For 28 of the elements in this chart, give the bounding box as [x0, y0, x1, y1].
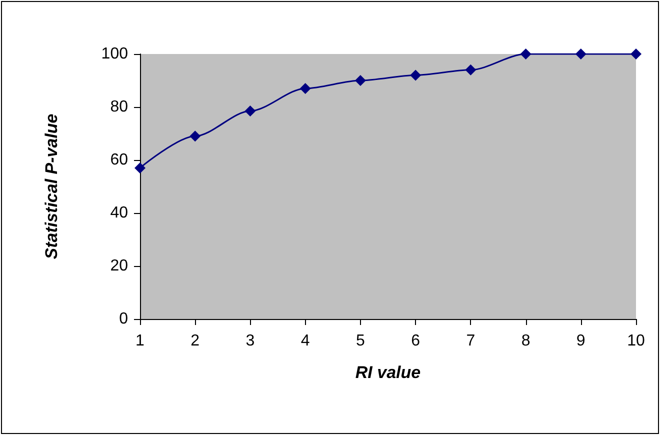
x-tick-label: 5	[356, 332, 365, 350]
x-tick-label: 8	[521, 332, 530, 350]
point	[465, 64, 476, 76]
y-tick-label: 60	[110, 152, 128, 168]
point	[520, 48, 532, 60]
point	[134, 162, 146, 174]
point	[300, 82, 311, 94]
x-tick-label: 9	[576, 332, 586, 350]
point	[575, 48, 586, 60]
x-axis-title: RI value	[355, 363, 421, 382]
point	[244, 105, 256, 116]
point	[410, 70, 422, 81]
y-tick-label: 100	[101, 46, 128, 62]
y-tick-label: 0	[119, 310, 128, 328]
point	[190, 130, 201, 142]
x-tick-label: 4	[300, 332, 310, 350]
x-tick-label: 10	[627, 332, 645, 350]
x-tick-label: 2	[190, 332, 200, 350]
point	[354, 75, 366, 86]
x-tick-label: 1	[136, 332, 145, 350]
y-tick-label: 80	[110, 98, 128, 116]
x-tick-label: 6	[411, 332, 420, 350]
y-tick-label: 20	[110, 258, 128, 274]
x-tick-label: 7	[466, 332, 476, 350]
x-tick-label: 3	[246, 332, 255, 350]
point	[630, 48, 642, 60]
y-tick-label: 40	[110, 204, 128, 222]
y-axis-title: Statistical P-value	[42, 114, 61, 260]
